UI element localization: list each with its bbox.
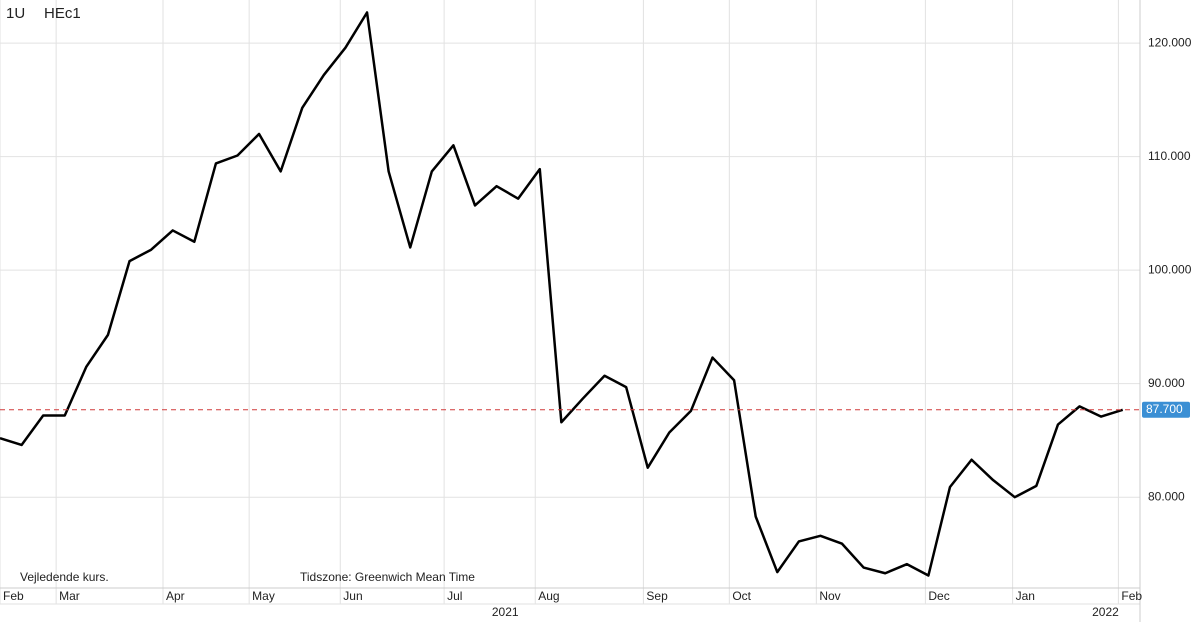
symbol: 1U: [6, 5, 25, 22]
last-price-box: [1142, 401, 1190, 418]
grid: [0, 0, 1140, 604]
x-tick-label: Aug: [538, 589, 559, 603]
year-label: 2021: [492, 605, 519, 619]
year-label: 2022: [1092, 605, 1119, 619]
x-tick-label: Nov: [819, 589, 840, 603]
x-tick-label: Feb: [3, 589, 24, 603]
y-tick-label: 120.000: [1148, 35, 1192, 49]
note: Vejledende kurs.: [20, 570, 109, 584]
x-tick-label: Jun: [343, 589, 362, 603]
timezone: Tidszone: Greenwich Mean Time: [300, 570, 475, 584]
last-price-label: 87.700: [1146, 402, 1183, 416]
x-tick-label: Mar: [59, 589, 80, 603]
x-tick-label: Sep: [646, 589, 668, 603]
x-tick-label: Dec: [928, 589, 949, 603]
x-tick-label: Apr: [166, 589, 185, 603]
x-tick-label: May: [252, 589, 275, 603]
y-tick-label: 90.000: [1148, 376, 1185, 390]
y-tick-label: 110.000: [1148, 149, 1191, 163]
chart-title: HEc1: [44, 5, 81, 22]
price-line: [0, 11, 1124, 577]
y-tick-label: 80.000: [1148, 489, 1185, 503]
x-tick-label: Jul: [447, 589, 462, 603]
x-tick-label: Feb: [1121, 589, 1142, 603]
x-tick-label: Jan: [1016, 589, 1035, 603]
y-tick-label: 100.000: [1148, 262, 1192, 276]
x-tick-label: Oct: [732, 589, 751, 603]
